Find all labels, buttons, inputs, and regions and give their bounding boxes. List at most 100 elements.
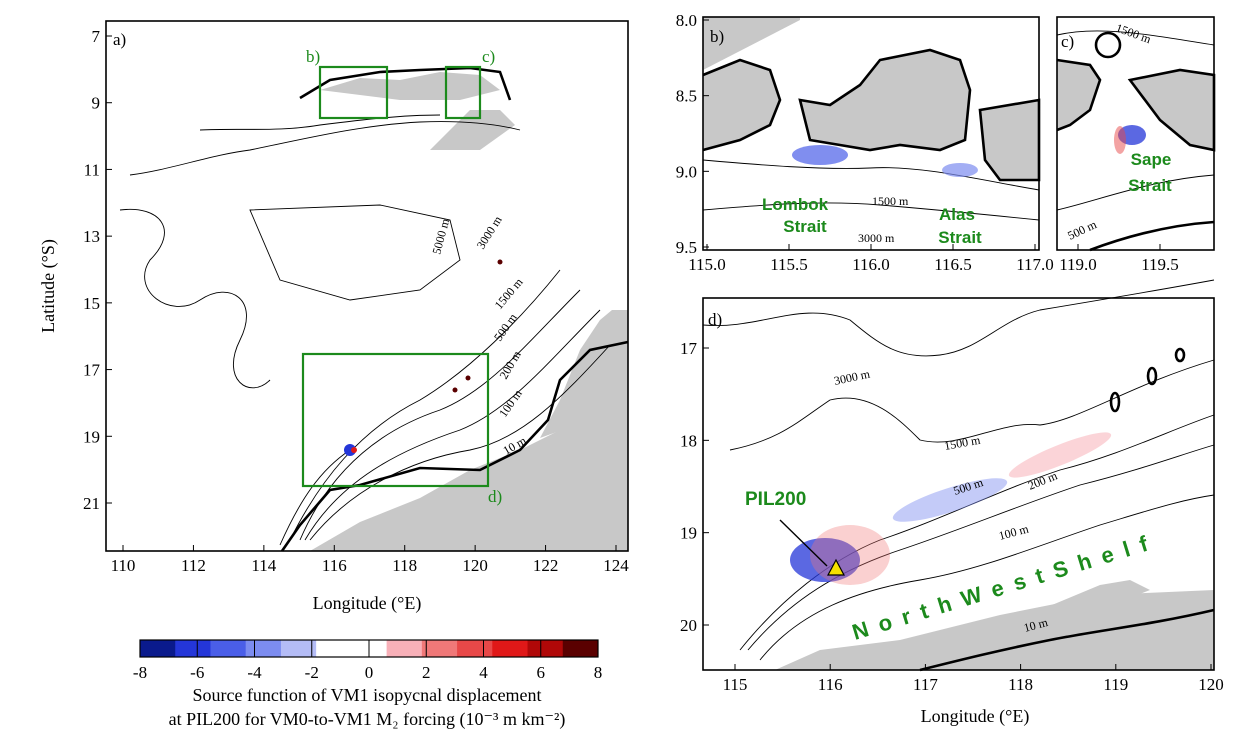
panel-d-ytick-label: 17 [680,339,698,358]
colorbar-cell [245,640,282,657]
strait-sape-l2: Strait [1128,176,1172,195]
colorbar-cells [140,640,599,657]
strait-alas-l2: Strait [938,228,982,247]
colorbar-cell [280,640,317,657]
panel-b-ytick-label: 8.5 [676,87,697,106]
panel-a-ylabel: Latitude (°S) [38,239,59,333]
colorbar-tick-label: -6 [190,663,204,682]
panel-a-ytick-label: 17 [83,361,101,380]
panel-b-y-ticks: 8.0 8.5 9.0 9.5 [676,11,709,257]
panel-a-xtick-label: 116 [322,556,347,575]
colorbar-caption-line2: at PIL200 for VM0-to-VM1 M₂ forcing (10⁻… [169,709,566,730]
panel-a-xtick-label: 114 [251,556,276,575]
colorbar-cell [386,640,423,657]
panel-d-xtick-label: 115 [723,675,748,694]
panel-a-ytick-label: 11 [84,160,100,179]
panel-c-label: c) [1061,32,1074,51]
box-label-c: c) [482,47,495,66]
panel-d-x-ticks: 115 116 117 118 119 120 [723,664,1224,694]
panel-d-contour-1500: 1500 m [943,433,982,453]
pil200-marker [827,558,845,576]
panel-b-x-ticks: 115.0 115.5 116.0 116.5 117.0 [688,244,1054,274]
panel-d-ytick-label: 18 [680,431,697,450]
colorbar-cell [457,640,493,657]
panel-d: PIL200 NorthWestShelf 3000 m 1500 m 500 … [680,279,1224,727]
colorbar-caption-line1: Source function of VM1 isopycnal displac… [192,685,541,705]
panel-b-xtick-label: 117.0 [1016,255,1054,274]
panel-c: c) Sape Strait 1500 m 500 m 119.0 119.5 [1056,16,1216,274]
panel-b-xtick-label: 116.0 [852,255,890,274]
panel-b-xtick-label: 116.5 [934,255,972,274]
panel-a-ytick-label: 21 [83,494,100,513]
panel-b: b) Lombok Strait Alas Strait 1500 m 3000… [676,11,1054,274]
panel-c-xtick-label: 119.0 [1059,255,1097,274]
box-b [318,65,389,120]
panel-a-xtick-label: 124 [603,556,629,575]
panel-c-xtick-label: 119.5 [1141,255,1179,274]
panel-d-xtick-label: 116 [818,675,843,694]
colorbar-tick-label: 8 [594,663,603,682]
panel-d-xtick-label: 120 [1198,675,1224,694]
panel-c-frame [1056,16,1215,251]
panel-d-xtick-label: 117 [913,675,938,694]
panel-d-ytick-label: 20 [680,616,697,635]
panel-d-ytick-label: 19 [680,524,697,543]
panel-a-xtick-label: 122 [533,556,559,575]
panel-a-ytick-label: 15 [83,294,100,313]
colorbar-cell [562,640,599,657]
panel-b-xtick-label: 115.5 [770,255,808,274]
panel-a-xtick-label: 118 [392,556,417,575]
colorbar-ticks: -8 -6 -4 -2 0 2 4 6 8 [133,640,602,682]
panel-d-y-ticks: 17 18 19 20 [680,339,709,635]
colorbar-cell [175,640,211,657]
box-d [301,352,490,488]
panel-d-xtick-label: 119 [1103,675,1128,694]
station-label: PIL200 [745,489,806,510]
strait-lombok-l1: Lombok [762,195,829,214]
colorbar-tick-label: -4 [247,663,262,682]
colorbar-cell [140,640,176,657]
panel-a-xtick-label: 112 [181,556,206,575]
panel-b-ytick-label: 9.0 [676,162,697,181]
strait-lombok-l2: Strait [783,217,827,236]
colorbar-tick-label: 6 [537,663,546,682]
colorbar-tick-label: 4 [479,663,488,682]
panel-a-ytick-label: 19 [83,427,100,446]
box-c [444,65,482,120]
panel-a-xtick-label: 120 [462,556,488,575]
colorbar-cell [210,640,247,657]
panel-b-ytick-label: 9.5 [676,238,697,257]
panel-a: 5000 m 3000 m 1500 m 500 m 200 m 100 m 1… [38,20,629,614]
colorbar-tick-label: -8 [133,663,147,682]
panel-d-xlabel: Longitude (°E) [921,706,1030,727]
panel-b-ytick-label: 8.0 [676,11,697,30]
panel-b-contour-1500: 1500 m [872,194,909,208]
colorbar-cell [316,640,352,657]
colorbar-cell [421,640,458,657]
panel-a-ytick-label: 7 [92,27,101,46]
box-label-d: d) [488,487,502,506]
panel-a-label: a) [113,30,126,49]
panel-a-x-ticks: 110 112 114 116 118 120 122 124 [111,545,629,575]
colorbar-tick-label: 2 [422,663,431,682]
panel-a-xlabel: Longitude (°E) [313,593,422,614]
panel-d-label: d) [708,310,722,329]
colorbar-cell [492,640,529,657]
panel-d-xtick-label: 118 [1008,675,1033,694]
panel-a-ytick-label: 9 [92,94,101,113]
colorbar: -8 -6 -4 -2 0 2 4 6 8 Source function of VM1 iso… [133,639,602,730]
box-label-b: b) [306,47,320,66]
panel-c-x-ticks: 119.0 119.5 [1059,244,1179,274]
panel-b-contour-3000: 3000 m [858,231,895,245]
strait-sape-l1: Sape [1131,150,1172,169]
panel-b-xtick-label: 115.0 [688,255,726,274]
panel-a-xtick-label: 110 [111,556,136,575]
colorbar-cell [527,640,564,657]
panel-d-frame [702,297,1215,671]
colorbar-tick-label: -2 [305,663,319,682]
panel-a-ytick-label: 13 [83,227,100,246]
panel-a-frame [105,20,629,552]
panel-b-label: b) [710,27,724,46]
colorbar-tick-label: 0 [365,663,374,682]
panel-a-y-ticks: 7 9 11 13 15 17 19 21 [83,27,112,513]
